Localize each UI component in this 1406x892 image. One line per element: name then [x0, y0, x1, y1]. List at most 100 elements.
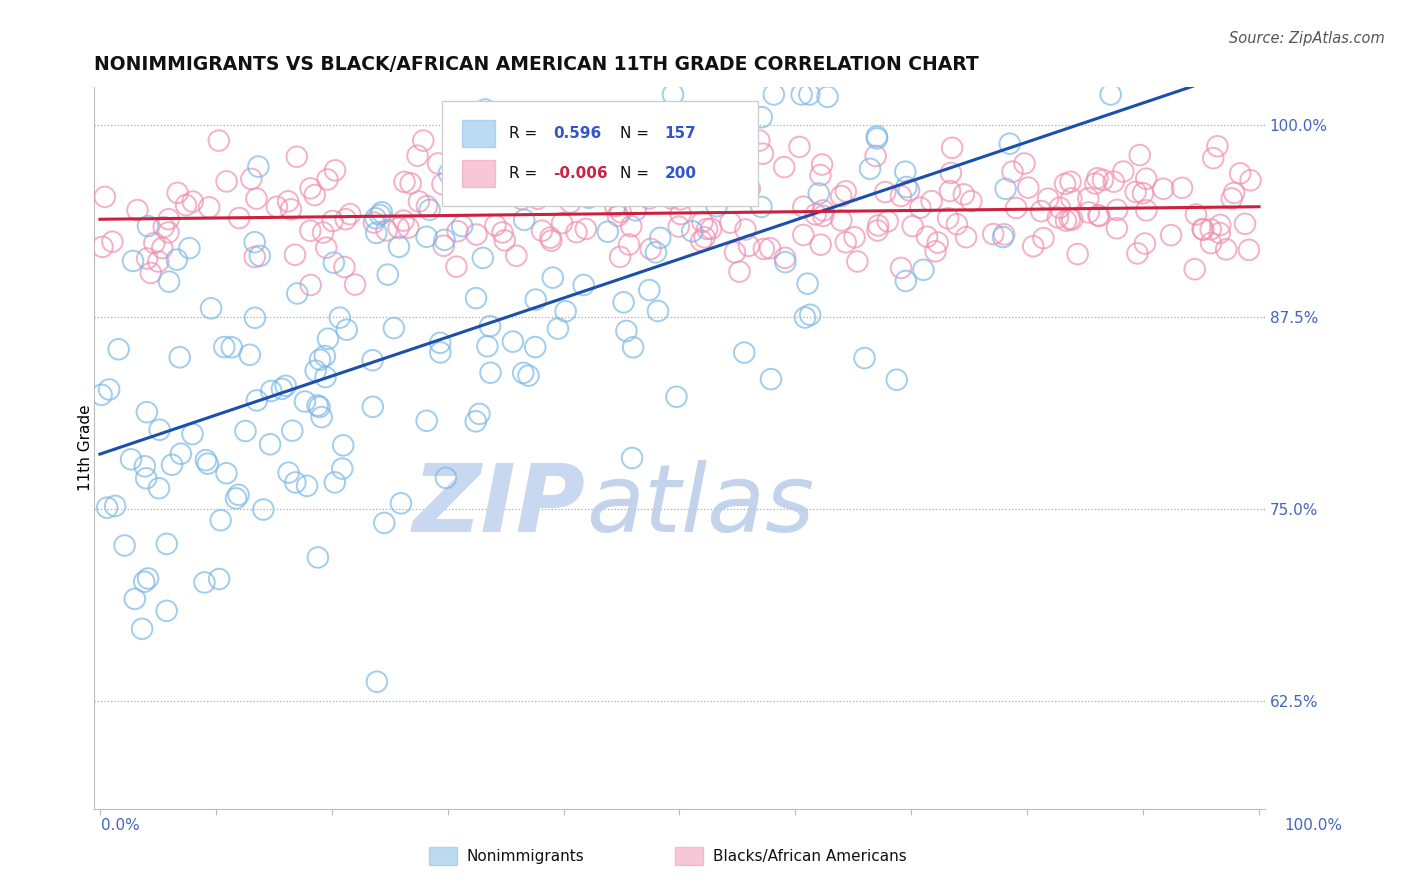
Point — [91, 240, 114, 254]
Point — [294, 394, 316, 409]
Point — [773, 160, 796, 174]
Point — [1112, 164, 1135, 178]
Point — [432, 177, 454, 191]
Point — [1049, 201, 1071, 215]
Point — [853, 351, 876, 365]
Point — [387, 220, 409, 235]
Point — [479, 366, 502, 380]
Point — [690, 234, 713, 248]
Point — [252, 502, 274, 516]
Point — [307, 399, 329, 413]
Point — [134, 459, 156, 474]
Point — [277, 466, 299, 480]
Point — [474, 103, 496, 117]
Point — [859, 161, 882, 176]
Point — [1199, 222, 1222, 236]
Point — [377, 268, 399, 282]
Point — [547, 321, 569, 335]
Point — [575, 222, 598, 236]
Point — [890, 189, 912, 203]
Point — [993, 227, 1015, 242]
Point — [513, 212, 536, 227]
Point — [375, 223, 398, 237]
Point — [314, 349, 336, 363]
Point — [214, 340, 236, 354]
Point — [541, 134, 564, 148]
Point — [1022, 239, 1045, 253]
Point — [181, 427, 204, 442]
Point — [98, 383, 121, 397]
Point — [613, 295, 636, 310]
Point — [235, 424, 257, 438]
Point — [596, 225, 619, 239]
Point — [1185, 207, 1208, 221]
Point — [127, 202, 149, 217]
Point — [894, 164, 917, 178]
Point — [429, 345, 451, 359]
Point — [799, 308, 821, 322]
Point — [311, 410, 333, 425]
Point — [323, 163, 346, 178]
Point — [433, 233, 456, 247]
Point — [1220, 191, 1243, 205]
Point — [181, 194, 204, 209]
Point — [734, 222, 756, 236]
Point — [412, 134, 434, 148]
Point — [429, 335, 451, 350]
Point — [617, 237, 640, 252]
Point — [939, 184, 962, 198]
Point — [752, 146, 775, 161]
Text: ZIP: ZIP — [413, 459, 586, 551]
Point — [96, 500, 118, 515]
Point — [868, 219, 890, 233]
Point — [179, 241, 201, 255]
Point — [811, 157, 834, 171]
Point — [305, 364, 328, 378]
Point — [1032, 231, 1054, 245]
Point — [748, 134, 770, 148]
Point — [364, 211, 387, 226]
Point — [606, 209, 628, 223]
Point — [751, 110, 773, 124]
Point — [510, 192, 533, 206]
Point — [366, 674, 388, 689]
Point — [94, 190, 117, 204]
Point — [894, 274, 917, 288]
Point — [484, 219, 506, 233]
Point — [419, 202, 441, 217]
Point — [896, 180, 918, 194]
Point — [665, 390, 688, 404]
Point — [329, 310, 352, 325]
Point — [1059, 175, 1081, 189]
Point — [789, 140, 811, 154]
Point — [921, 194, 943, 208]
Point — [299, 181, 322, 195]
Point — [796, 277, 818, 291]
Point — [1017, 180, 1039, 194]
Point — [1171, 181, 1194, 195]
Point — [308, 400, 330, 414]
Point — [208, 134, 231, 148]
Point — [240, 172, 263, 186]
Point — [427, 156, 450, 170]
Point — [775, 255, 797, 269]
Point — [901, 219, 924, 234]
Point — [281, 424, 304, 438]
Point — [620, 219, 643, 234]
Point — [544, 118, 567, 132]
Point — [169, 351, 191, 365]
Point — [344, 277, 367, 292]
Point — [799, 87, 821, 102]
Point — [149, 423, 172, 437]
Point — [228, 488, 250, 502]
Point — [1208, 226, 1230, 240]
Point — [616, 324, 638, 338]
Point — [451, 219, 474, 233]
Point — [1060, 191, 1083, 205]
Point — [960, 194, 983, 208]
Text: R =: R = — [509, 127, 537, 141]
Point — [524, 340, 547, 354]
Point — [299, 224, 322, 238]
Point — [794, 310, 817, 325]
Point — [1229, 166, 1251, 180]
